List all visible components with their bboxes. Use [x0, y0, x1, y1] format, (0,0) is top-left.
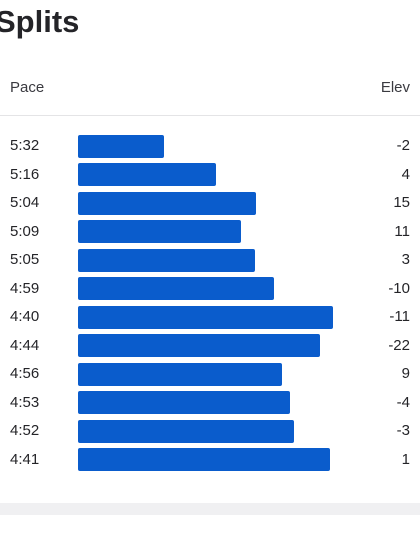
- pace-bar-track: [78, 163, 348, 186]
- split-elevation: -11: [389, 308, 410, 325]
- split-row: 5:04 15: [0, 189, 420, 218]
- split-row: 5:05 3: [0, 246, 420, 275]
- pace-bar: [78, 277, 274, 300]
- pace-bar-track: [78, 334, 348, 357]
- section-separator: [0, 503, 420, 515]
- split-elevation: -2: [396, 137, 410, 154]
- split-pace: 4:44: [10, 336, 40, 354]
- pace-bar-track: [78, 248, 348, 272]
- split-elevation: 1: [401, 450, 410, 468]
- split-row: 4:52 -3: [0, 417, 420, 446]
- pace-bar-track: [78, 305, 348, 329]
- split-elevation: 9: [401, 365, 410, 382]
- split-row: 4:59 -10: [0, 275, 420, 304]
- split-elevation: -10: [388, 279, 410, 297]
- pace-bar-track: [78, 277, 348, 300]
- split-row: 5:16 4: [0, 161, 420, 190]
- split-pace: 4:56: [10, 365, 40, 382]
- pace-bar: [78, 220, 241, 243]
- split-pace: 5:05: [10, 251, 40, 268]
- split-row: 4:53 -4: [0, 389, 420, 418]
- header-divider: [0, 115, 420, 116]
- split-elevation: 15: [393, 194, 410, 211]
- pace-bar: [78, 391, 290, 414]
- split-elevation: 3: [401, 251, 410, 268]
- split-pace: 4:53: [10, 393, 40, 411]
- pace-bar: [78, 334, 320, 357]
- split-pace: 5:09: [10, 222, 40, 240]
- split-row: 4:41 1: [0, 446, 420, 475]
- pace-bar: [78, 305, 333, 329]
- pace-bar: [78, 419, 294, 443]
- pace-bar: [78, 163, 216, 186]
- pace-bar-track: [78, 419, 348, 443]
- pace-column-header: Pace: [10, 79, 45, 96]
- split-pace: 4:40: [10, 308, 40, 325]
- split-elevation: -4: [396, 393, 410, 411]
- split-row: 4:56 9: [0, 360, 420, 389]
- split-row: 5:09 11: [0, 218, 420, 247]
- split-elevation: -22: [388, 336, 410, 354]
- splits-table: 5:32 -2 5:16 4 5:04 15 5:09 11 5:05 3 4:59 -10 4:40 -…: [0, 132, 420, 474]
- split-row: 5:32 -2: [0, 132, 420, 161]
- split-elevation: 11: [394, 222, 410, 240]
- pace-bar-track: [78, 448, 348, 471]
- split-pace: 4:41: [10, 450, 40, 468]
- pace-bar-track: [78, 220, 348, 243]
- pace-bar: [78, 362, 282, 386]
- pace-bar-track: [78, 134, 348, 158]
- pace-bar: [78, 134, 164, 158]
- split-elevation: -3: [396, 422, 410, 439]
- pace-bar-track: [78, 191, 348, 215]
- pace-bar-track: [78, 391, 348, 414]
- elev-column-header: Elev: [380, 79, 410, 96]
- split-row: 4:44 -22: [0, 332, 420, 361]
- split-elevation: 4: [401, 165, 410, 183]
- pace-bar: [78, 191, 256, 215]
- pace-bar-track: [78, 362, 348, 386]
- pace-bar: [78, 448, 330, 471]
- split-pace: 5:04: [10, 194, 40, 211]
- split-row: 4:40 -11: [0, 303, 420, 332]
- split-pace: 4:59: [10, 279, 40, 297]
- split-pace: 4:52: [10, 422, 40, 439]
- split-pace: 5:16: [10, 165, 40, 183]
- pace-bar: [78, 248, 255, 272]
- page-title: Splits: [0, 4, 80, 39]
- split-pace: 5:32: [10, 137, 40, 154]
